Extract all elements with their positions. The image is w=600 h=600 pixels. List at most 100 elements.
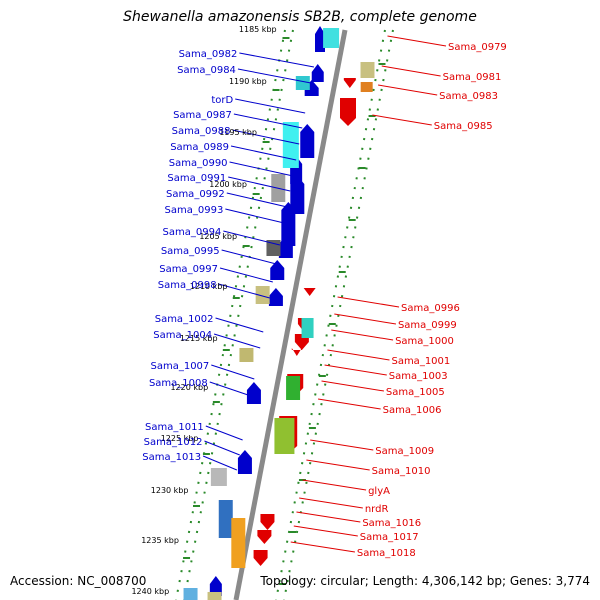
gene-label-sama_0996[interactable]: Sama_0996 [401, 303, 460, 314]
leader-line [331, 329, 394, 341]
gene-label-sama_0999[interactable]: Sama_0999 [398, 320, 457, 331]
gene-label-sama_0987[interactable]: Sama_0987 [173, 110, 232, 121]
leader-line [310, 439, 374, 451]
leader-line [233, 113, 303, 129]
forward-gene-arrow[interactable] [237, 450, 252, 474]
gene-label-sama_0997[interactable]: Sama_0997 [159, 264, 218, 275]
kbp-label: 1190 kbp [229, 77, 267, 86]
gene-label-sama_0993[interactable]: Sama_0993 [165, 205, 224, 216]
leader-line [235, 98, 306, 114]
reverse-gene-arrow[interactable] [260, 514, 275, 530]
leader-line [334, 313, 397, 325]
forward-gene-arrow[interactable] [268, 288, 283, 306]
gene-label-sama_0988[interactable]: Sama_0988 [172, 126, 231, 137]
gene-label-sama_0991[interactable]: Sama_0991 [167, 173, 226, 184]
leader-line [202, 455, 238, 471]
leader-line [232, 129, 300, 145]
reverse-gene-arrow[interactable] [257, 530, 272, 544]
gene-label-sama_0995[interactable]: Sama_0995 [161, 246, 220, 257]
gene-label-sama_1002[interactable]: Sama_1002 [155, 314, 214, 325]
forward-gene-arrow[interactable] [300, 124, 315, 158]
forward-gene-arrow[interactable] [209, 576, 222, 596]
feature-box[interactable] [323, 28, 340, 48]
gene-label-sama_0979[interactable]: Sama_0979 [448, 42, 507, 53]
gene-features [183, 26, 375, 600]
kbp-label: 1220 kbp [170, 383, 208, 392]
feature-box[interactable] [255, 286, 270, 304]
gene-label-sama_1006[interactable]: Sama_1006 [383, 405, 442, 416]
reverse-gene-arrow[interactable] [343, 78, 356, 88]
gene-label-sama_1011[interactable]: Sama_1011 [145, 422, 204, 433]
feature-box[interactable] [207, 592, 222, 600]
gene-label-sama_1007[interactable]: Sama_1007 [150, 361, 209, 372]
kbp-label: 1210 kbp [190, 282, 228, 291]
gene-label-sama_1008[interactable]: Sama_1008 [149, 378, 208, 389]
gene-label-tord[interactable]: torD [211, 95, 233, 106]
gene-label-glya[interactable]: glyA [368, 486, 390, 497]
kbp-label: 1215 kbp [180, 334, 218, 343]
kbp-label: 1200 kbp [209, 180, 247, 189]
feature-box[interactable] [282, 122, 299, 168]
feature-box[interactable] [274, 418, 295, 454]
leader-line [219, 267, 273, 283]
track-dots [183, 29, 294, 600]
gene-label-sama_1004[interactable]: Sama_1004 [153, 330, 212, 341]
gene-label-sama_1001[interactable]: Sama_1001 [391, 356, 450, 367]
reverse-gene-arrow[interactable] [253, 550, 268, 566]
leader-line [296, 511, 361, 523]
forward-gene-arrow[interactable] [281, 202, 296, 246]
kbp-scale: 1185 kbp 1190 kbp 1195 kbp 1200 kbp 1205 kbp… [131, 25, 276, 596]
reverse-gene-arrow[interactable] [339, 98, 356, 126]
gene-label-sama_0983[interactable]: Sama_0983 [439, 91, 498, 102]
feature-box[interactable] [218, 500, 233, 538]
feature-box[interactable] [286, 376, 301, 400]
gene-label-sama_1009[interactable]: Sama_1009 [375, 446, 434, 457]
gene-label-sama_0998[interactable]: Sama_0998 [158, 280, 217, 291]
feature-box[interactable] [183, 588, 198, 600]
gene-label-sama_0992[interactable]: Sama_0992 [166, 189, 225, 200]
forward-gene-arrow[interactable] [246, 382, 261, 404]
feature-box[interactable] [360, 82, 373, 92]
feature-box[interactable] [301, 318, 314, 338]
forward-gene-arrow[interactable] [278, 236, 293, 258]
leader-line [211, 364, 255, 380]
gene-label-sama_0982[interactable]: Sama_0982 [179, 49, 238, 60]
gene-label-sama_0994[interactable]: Sama_0994 [163, 227, 222, 238]
gene-label-sama_1017[interactable]: Sama_1017 [360, 532, 419, 543]
kbp-label: 1195 kbp [219, 128, 257, 137]
forward-gene-arrow[interactable] [315, 26, 325, 52]
gene-label-sama_0990[interactable]: Sama_0990 [169, 158, 228, 169]
gene-label-sama_1012[interactable]: Sama_1012 [144, 437, 203, 448]
gene-label-sama_0985[interactable]: Sama_0985 [434, 121, 493, 132]
accession-text: Accession: NC_008700 [10, 574, 147, 588]
leader-line [229, 161, 294, 177]
gene-label-sama_0981[interactable]: Sama_0981 [443, 72, 502, 83]
backbone [233, 29, 348, 600]
gene-label-sama_1000[interactable]: Sama_1000 [395, 336, 454, 347]
feature-box[interactable] [239, 348, 254, 362]
gene-label-sama_1013[interactable]: Sama_1013 [142, 452, 201, 463]
gene-label-sama_1016[interactable]: Sama_1016 [362, 518, 421, 529]
gene-label-nrdr[interactable]: nrdR [365, 504, 389, 515]
leader-line [337, 296, 400, 308]
feature-box[interactable] [231, 518, 246, 568]
forward-gene-arrow[interactable] [270, 260, 285, 280]
leader-line [327, 349, 390, 361]
gene-label-sama_1018[interactable]: Sama_1018 [357, 548, 416, 559]
forward-gene-arrow[interactable] [290, 176, 305, 214]
forward-gene-arrow[interactable] [311, 64, 324, 82]
reverse-gene-arrow[interactable] [291, 348, 302, 356]
feature-box[interactable] [360, 62, 375, 78]
feature-box[interactable] [295, 76, 310, 90]
gene-label-sama_0989[interactable]: Sama_0989 [170, 142, 229, 153]
leader-line [324, 364, 387, 376]
feature-box[interactable] [210, 468, 227, 486]
gene-label-sama_0984[interactable]: Sama_0984 [177, 65, 236, 76]
gene-label-sama_1010[interactable]: Sama_1010 [372, 466, 431, 477]
gene-label-sama_1003[interactable]: Sama_1003 [389, 371, 448, 382]
reverse-gene-arrow[interactable] [303, 288, 316, 296]
gene-label-sama_1005[interactable]: Sama_1005 [386, 387, 445, 398]
leader-line [204, 440, 240, 456]
kbp-label: 1235 kbp [141, 536, 179, 545]
leader-line [378, 84, 438, 96]
